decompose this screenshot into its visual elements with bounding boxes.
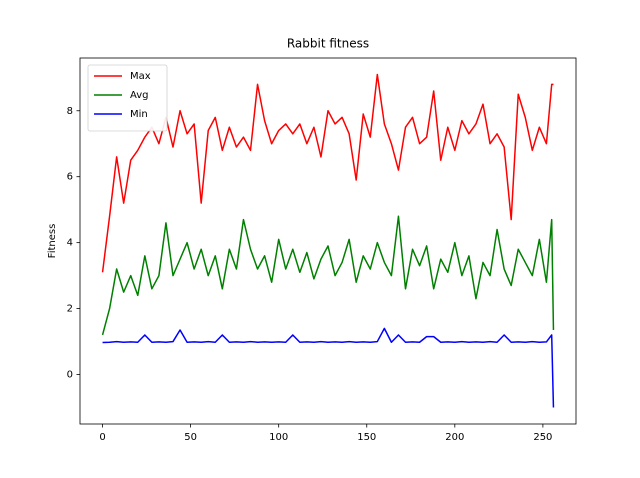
x-tick-label: 250 (533, 432, 552, 443)
x-tick-label: 100 (269, 432, 288, 443)
y-tick-label: 0 (67, 370, 73, 381)
legend-label: Avg (130, 90, 149, 101)
legend-box (87, 64, 168, 132)
series-line (102, 327, 555, 408)
y-tick-label: 6 (67, 172, 73, 183)
plot-frame (79, 57, 577, 425)
y-axis-label: Fitness (47, 224, 58, 259)
y-tick-label: 2 (67, 304, 73, 315)
legend-label: Min (130, 109, 148, 120)
x-tick-label: 150 (357, 432, 376, 443)
series-line (101, 215, 555, 336)
chart-title: Rabbit fitness (287, 37, 369, 51)
legend-label: Max (130, 71, 151, 82)
y-tick-label: 4 (67, 238, 73, 249)
series-line (101, 73, 554, 273)
x-tick-label: 200 (445, 432, 464, 443)
y-tick-label: 8 (67, 106, 73, 117)
x-tick-label: 0 (99, 432, 105, 443)
x-tick-label: 50 (184, 432, 197, 443)
